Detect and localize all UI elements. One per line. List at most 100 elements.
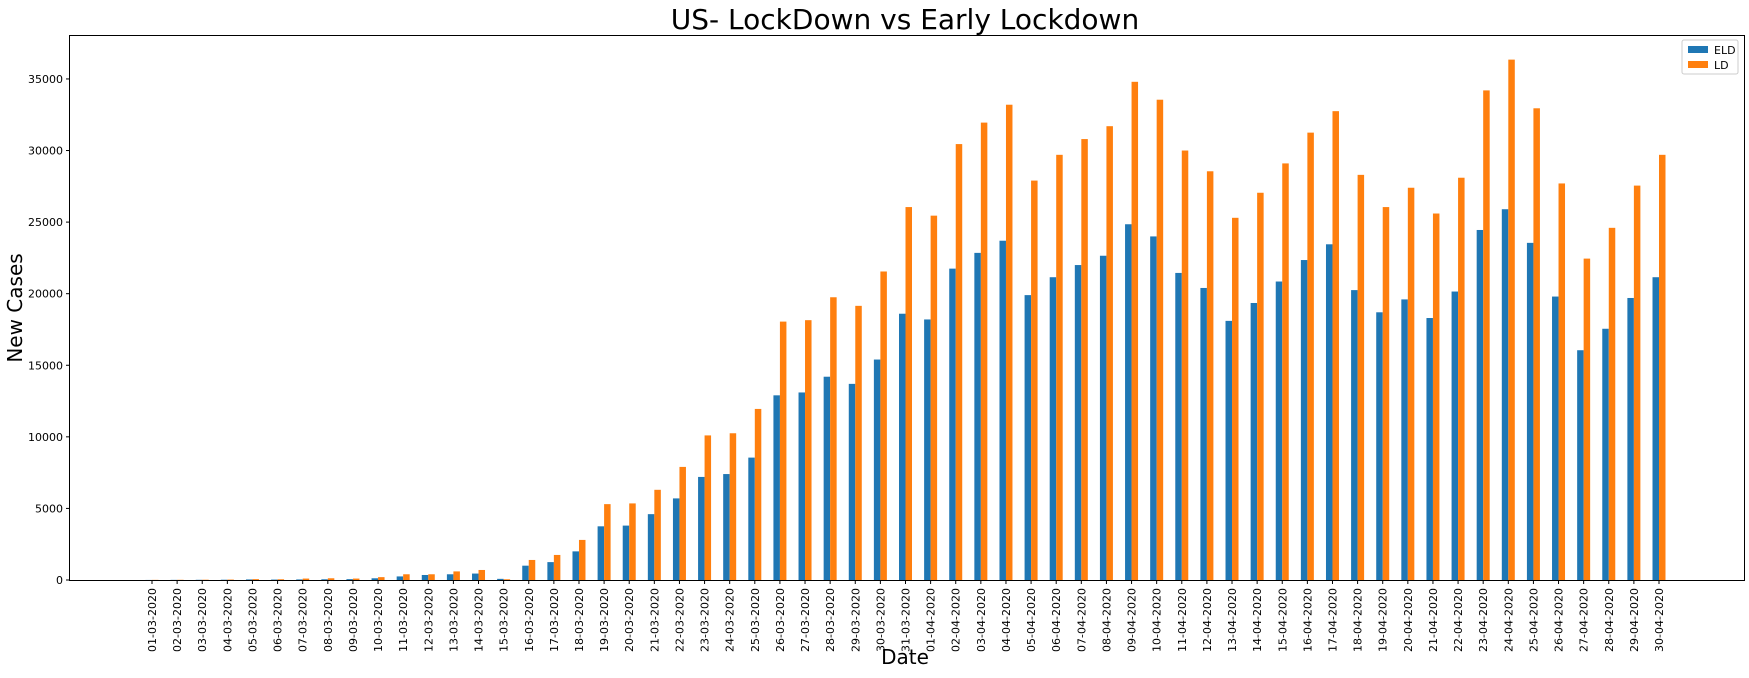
bar-eld-29-04-2020 [1627,298,1634,580]
x-tick-label: 29-03-2020 [849,588,862,652]
legend-label-eld: ELD [1714,44,1736,57]
x-tick-label: 05-04-2020 [1025,588,1038,652]
bar-eld-14-03-2020 [472,574,479,580]
bar-ld-27-04-2020 [1584,259,1591,580]
x-tick-label: 25-04-2020 [1527,588,1540,652]
bar-ld-22-03-2020 [679,467,686,580]
y-tick-label: 0 [56,574,63,587]
bar-eld-13-03-2020 [447,574,454,580]
bar-eld-17-04-2020 [1326,244,1333,580]
bar-eld-21-04-2020 [1426,318,1433,580]
bar-eld-19-04-2020 [1376,312,1383,580]
y-tick-label: 20000 [28,288,63,301]
bar-eld-20-03-2020 [623,526,630,580]
bar-ld-21-04-2020 [1433,214,1440,580]
bar-eld-11-04-2020 [1175,273,1182,580]
bar-eld-13-04-2020 [1226,321,1233,580]
bar-eld-19-03-2020 [598,526,605,580]
bar-eld-22-03-2020 [673,498,680,580]
x-tick-label: 21-03-2020 [648,588,661,652]
bar-ld-01-04-2020 [931,216,938,580]
bar-eld-05-04-2020 [1025,295,1032,580]
bar-eld-06-04-2020 [1050,277,1057,580]
x-tick-label: 02-04-2020 [950,588,963,652]
x-tick-label: 07-03-2020 [297,588,310,652]
bar-ld-28-03-2020 [830,297,837,580]
bar-ld-13-03-2020 [453,571,460,580]
bar-ld-25-04-2020 [1533,108,1540,580]
bar-eld-01-04-2020 [924,319,931,580]
x-tick-label: 24-04-2020 [1502,588,1515,652]
x-tick-label: 19-04-2020 [1377,588,1390,652]
chart-title: US- LockDown vs Early Lockdown [671,3,1139,36]
x-tick-label: 12-03-2020 [422,588,435,652]
x-tick-label: 28-03-2020 [824,588,837,652]
bar-eld-26-03-2020 [773,395,780,580]
bar-eld-28-04-2020 [1602,329,1609,580]
x-tick-label: 13-03-2020 [447,588,460,652]
bar-ld-22-04-2020 [1458,178,1465,580]
bar-ld-24-03-2020 [730,433,737,580]
bar-ld-19-03-2020 [604,504,611,580]
bar-ld-10-03-2020 [378,577,385,580]
bar-ld-05-04-2020 [1031,181,1038,580]
x-tick-label: 07-04-2020 [1075,588,1088,652]
x-tick-label: 16-03-2020 [523,588,536,652]
x-tick-label: 08-03-2020 [322,588,335,652]
bar-ld-14-03-2020 [479,570,486,580]
y-tick-label: 15000 [28,359,63,372]
bar-eld-22-04-2020 [1452,292,1459,580]
x-tick-label: 30-04-2020 [1653,588,1666,652]
x-tick-label: 17-03-2020 [548,588,561,652]
bar-ld-23-04-2020 [1483,90,1490,580]
x-tick-label: 02-03-2020 [171,588,184,652]
bar-ld-23-03-2020 [705,435,712,580]
x-tick-label: 09-04-2020 [1126,588,1139,652]
x-tick-label: 17-04-2020 [1326,588,1339,652]
x-tick-label: 08-04-2020 [1100,588,1113,652]
x-tick-label: 06-03-2020 [272,588,285,652]
bar-eld-08-04-2020 [1100,256,1107,580]
bar-eld-10-03-2020 [372,578,379,580]
x-tick-label: 15-04-2020 [1276,588,1289,652]
bar-ld-06-03-2020 [278,579,285,580]
bars-layer [146,60,1666,580]
y-tick-label: 5000 [35,502,63,515]
y-axis-label: New Cases [3,253,27,362]
bar-ld-26-04-2020 [1559,183,1566,580]
x-tick-label: 22-04-2020 [1452,588,1465,652]
bar-ld-20-03-2020 [629,503,636,580]
bar-ld-06-04-2020 [1056,155,1063,580]
bar-eld-24-04-2020 [1502,209,1509,580]
bar-ld-12-03-2020 [428,574,435,580]
x-tick-label: 27-04-2020 [1578,588,1591,652]
bar-eld-27-03-2020 [799,392,806,580]
bar-eld-18-04-2020 [1351,290,1358,580]
x-tick-label: 06-04-2020 [1050,588,1063,652]
bar-ld-17-03-2020 [554,555,561,580]
y-tick-label: 25000 [28,216,63,229]
x-tick-label: 24-03-2020 [724,588,737,652]
bar-eld-12-04-2020 [1200,288,1207,580]
bar-ld-19-04-2020 [1383,207,1390,580]
bar-ld-14-04-2020 [1257,193,1264,580]
x-tick-label: 22-03-2020 [673,588,686,652]
bar-ld-28-04-2020 [1609,228,1616,580]
x-tick-label: 23-03-2020 [699,588,712,652]
bar-eld-21-03-2020 [648,514,655,580]
bar-ld-30-04-2020 [1659,155,1666,580]
bar-ld-16-03-2020 [529,560,536,580]
x-tick-label: 26-04-2020 [1553,588,1566,652]
y-tick-label: 30000 [28,145,63,158]
bar-eld-16-03-2020 [522,566,529,580]
bar-eld-10-04-2020 [1150,236,1157,580]
x-tick-label: 26-03-2020 [774,588,787,652]
bar-eld-09-04-2020 [1125,224,1132,580]
x-tick-label: 10-03-2020 [372,588,385,652]
x-tick-label: 12-04-2020 [1201,588,1214,652]
bar-ld-26-03-2020 [780,322,787,580]
bar-eld-23-03-2020 [698,477,705,580]
bar-ld-20-04-2020 [1408,188,1415,580]
